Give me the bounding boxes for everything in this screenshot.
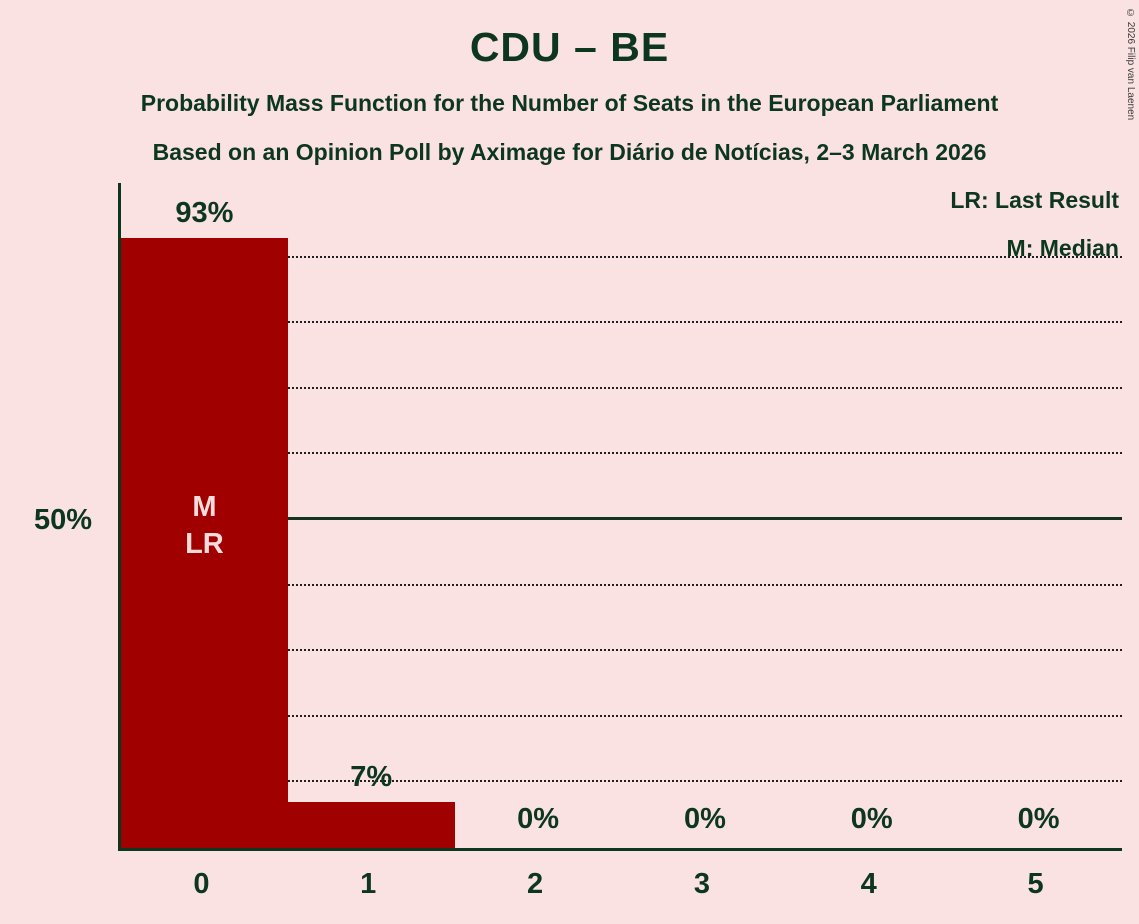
y-axis-label: 50%: [34, 504, 93, 536]
gridline-70: [121, 386, 1122, 389]
bar-value-label-1: 7%: [350, 761, 393, 794]
x-tick-label-5: 5: [1027, 868, 1044, 900]
x-tick-label-0: 0: [193, 868, 210, 900]
legend-median: M: Median: [1006, 235, 1119, 261]
copyright-text: © 2026 Filip van Laenen: [1125, 8, 1136, 121]
x-tick-label-4: 4: [860, 868, 877, 900]
bar-value-label-3: 0%: [683, 803, 726, 835]
bar-seats-0: [121, 237, 288, 848]
bar-annotation-median-last-result: M LR: [185, 491, 224, 560]
page-title: CDU – BE: [469, 24, 670, 70]
x-tick-label-2: 2: [527, 868, 544, 900]
gridline-10: [121, 780, 1122, 783]
bar-value-label-4: 0%: [850, 803, 893, 835]
x-tick-label-1: 1: [360, 868, 377, 900]
gridline-20: [121, 714, 1122, 717]
gridline-60: [121, 452, 1122, 455]
bar-value-label-0: 93%: [175, 196, 234, 229]
subtitle-line2: Based on an Opinion Poll by Aximage for …: [152, 139, 987, 165]
gridline-30: [121, 649, 1122, 652]
chart-area: 93% M LR 7% 0% 0% 0% 0%: [118, 183, 1122, 851]
fifty-percent-line: [121, 517, 1122, 520]
bar-value-label-2: 0%: [517, 803, 560, 835]
gridline-40: [121, 583, 1122, 586]
x-tick-label-3: 3: [693, 868, 710, 900]
gridline-90: [121, 255, 1122, 258]
legend-last-result: LR: Last Result: [950, 187, 1119, 213]
subtitle-line1: Probability Mass Function for the Number…: [140, 90, 999, 116]
bar-value-label-5: 0%: [1017, 803, 1060, 835]
gridline-80: [121, 321, 1122, 324]
bar-seats-1: [287, 802, 455, 848]
